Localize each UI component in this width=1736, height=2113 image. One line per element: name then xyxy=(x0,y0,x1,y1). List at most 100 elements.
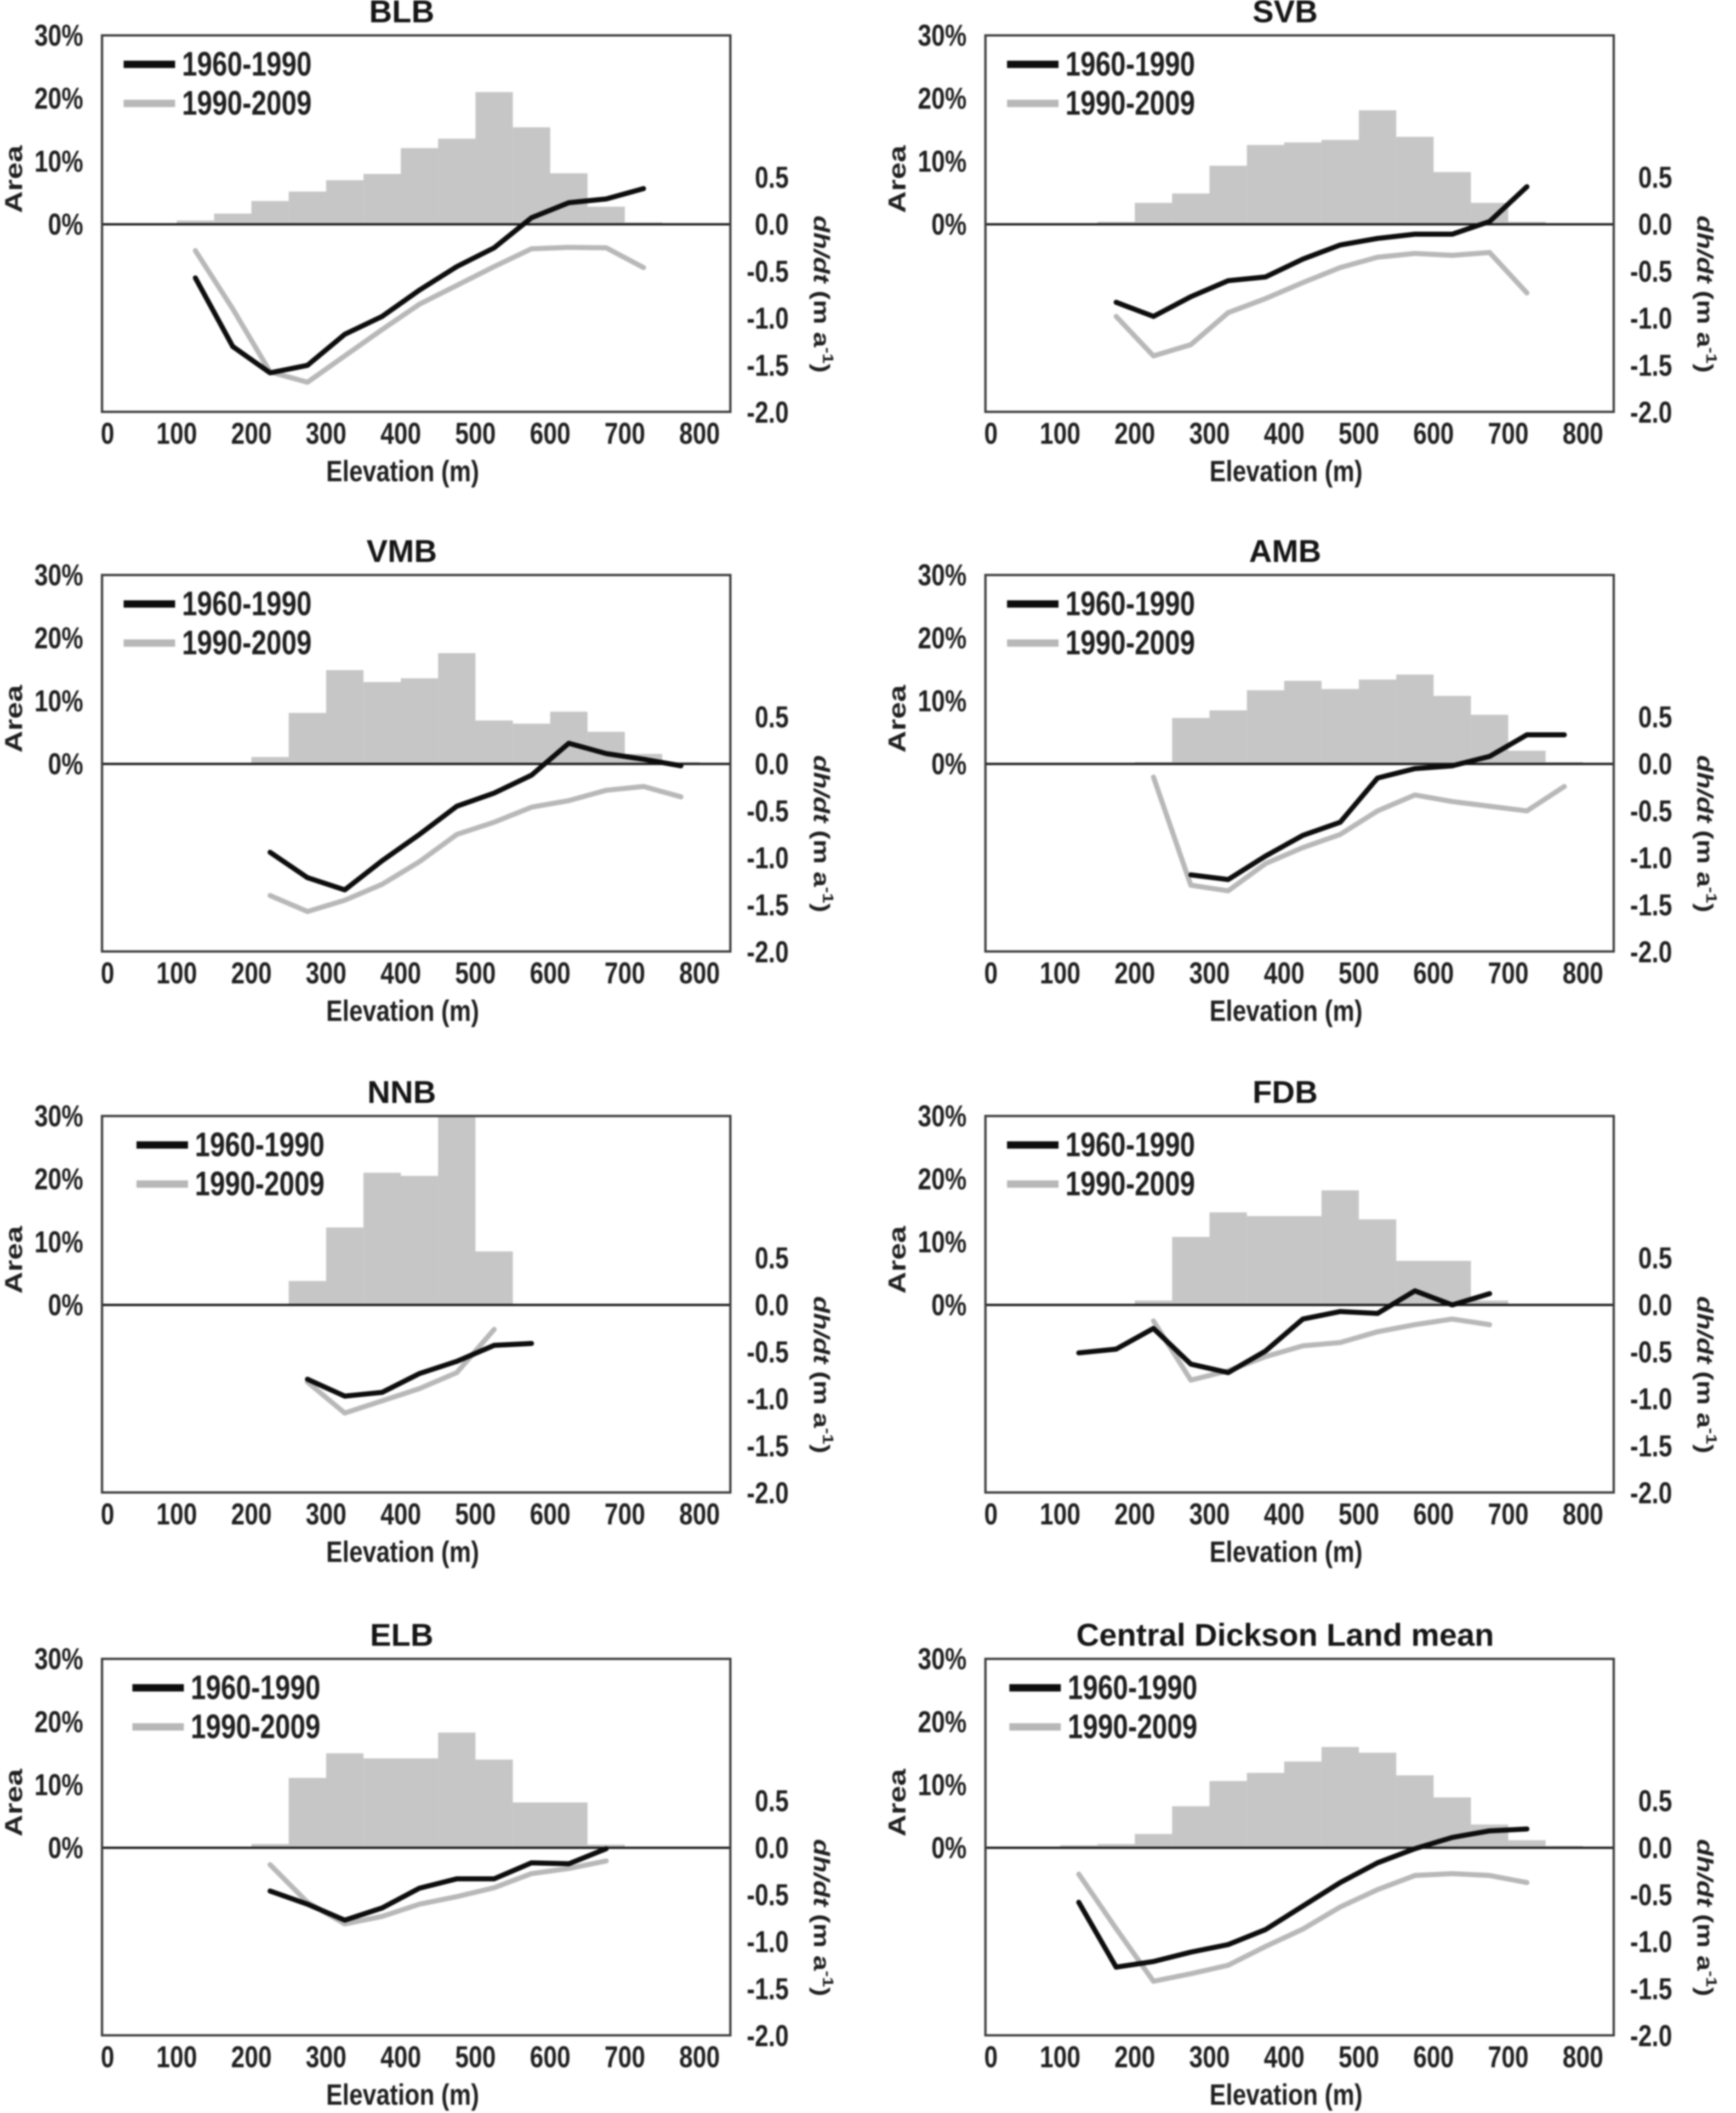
svg-text:500: 500 xyxy=(1338,1497,1379,1531)
svg-text:-1.5: -1.5 xyxy=(1630,1972,1672,2006)
svg-text:10%: 10% xyxy=(34,1225,83,1259)
svg-text:SVB: SVB xyxy=(1252,0,1318,29)
svg-text:20%: 20% xyxy=(918,81,967,115)
svg-text:800: 800 xyxy=(679,416,720,450)
svg-text:0.0: 0.0 xyxy=(755,1288,789,1322)
svg-text:Area: Area xyxy=(0,145,27,213)
svg-text:800: 800 xyxy=(679,2040,720,2074)
svg-text:300: 300 xyxy=(1189,956,1229,990)
svg-text:100: 100 xyxy=(1040,956,1080,990)
svg-text:-0.5: -0.5 xyxy=(1630,1335,1672,1369)
svg-text:dh/dt (m a-1): dh/dt (m a-1) xyxy=(809,216,837,373)
svg-text:0: 0 xyxy=(984,1497,997,1531)
svg-text:Elevation (m): Elevation (m) xyxy=(1210,995,1363,1028)
svg-text:0.0: 0.0 xyxy=(755,207,789,241)
svg-text:Elevation (m): Elevation (m) xyxy=(326,456,479,488)
svg-text:Area: Area xyxy=(883,145,911,213)
svg-text:1960-1990: 1960-1990 xyxy=(1065,46,1195,83)
svg-text:-1.0: -1.0 xyxy=(747,841,789,875)
svg-text:-2.0: -2.0 xyxy=(747,1476,789,1510)
svg-text:0.5: 0.5 xyxy=(755,700,789,734)
svg-text:500: 500 xyxy=(455,416,495,450)
svg-text:-0.5: -0.5 xyxy=(1630,1878,1672,1912)
svg-text:-0.5: -0.5 xyxy=(1630,254,1672,288)
svg-text:Elevation (m): Elevation (m) xyxy=(326,2079,479,2111)
svg-text:0.0: 0.0 xyxy=(755,747,789,781)
svg-text:0%: 0% xyxy=(48,207,83,241)
svg-text:30%: 30% xyxy=(34,1642,83,1676)
svg-text:600: 600 xyxy=(1413,956,1454,990)
svg-text:20%: 20% xyxy=(918,1162,967,1196)
svg-text:20%: 20% xyxy=(918,1705,967,1739)
svg-text:0.5: 0.5 xyxy=(1638,700,1672,734)
svg-text:0: 0 xyxy=(984,956,997,990)
svg-text:1990-2009: 1990-2009 xyxy=(182,85,312,122)
svg-text:Elevation (m): Elevation (m) xyxy=(1210,2079,1363,2111)
svg-text:-0.5: -0.5 xyxy=(747,1335,789,1369)
svg-text:600: 600 xyxy=(530,1497,570,1531)
svg-text:600: 600 xyxy=(530,2040,570,2074)
svg-text:AMB: AMB xyxy=(1249,534,1321,569)
svg-text:1960-1990: 1960-1990 xyxy=(1065,1126,1195,1164)
svg-text:700: 700 xyxy=(604,1497,645,1531)
svg-text:100: 100 xyxy=(1040,1497,1080,1531)
svg-text:1990-2009: 1990-2009 xyxy=(195,1165,324,1203)
svg-text:Elevation (m): Elevation (m) xyxy=(1210,1536,1363,1569)
svg-text:1990-2009: 1990-2009 xyxy=(1068,1708,1197,1746)
svg-text:-1.0: -1.0 xyxy=(1630,1925,1672,1959)
svg-text:1960-1990: 1960-1990 xyxy=(195,1126,324,1164)
svg-text:300: 300 xyxy=(306,2040,346,2074)
svg-text:800: 800 xyxy=(1563,1497,1603,1531)
svg-text:-1.5: -1.5 xyxy=(747,348,789,382)
svg-text:-1.5: -1.5 xyxy=(747,1429,789,1463)
svg-text:VMB: VMB xyxy=(366,534,437,569)
svg-text:0: 0 xyxy=(101,1497,114,1531)
svg-text:200: 200 xyxy=(231,956,272,990)
svg-text:dh/dt (m a-1): dh/dt (m a-1) xyxy=(809,1839,837,1996)
svg-text:400: 400 xyxy=(1264,416,1304,450)
svg-text:300: 300 xyxy=(1189,1497,1229,1531)
svg-text:Area: Area xyxy=(0,1769,27,1837)
svg-text:0.0: 0.0 xyxy=(1638,207,1672,241)
svg-text:Area: Area xyxy=(0,1226,27,1294)
svg-text:10%: 10% xyxy=(34,1768,83,1802)
svg-text:400: 400 xyxy=(381,416,421,450)
svg-text:-1.5: -1.5 xyxy=(1630,348,1672,382)
svg-text:-2.0: -2.0 xyxy=(747,935,789,969)
svg-text:300: 300 xyxy=(1189,2040,1229,2074)
svg-text:200: 200 xyxy=(1115,2040,1155,2074)
svg-text:800: 800 xyxy=(679,956,720,990)
svg-text:30%: 30% xyxy=(918,18,967,52)
svg-text:-1.0: -1.0 xyxy=(747,302,789,336)
svg-text:-1.5: -1.5 xyxy=(747,1972,789,2006)
svg-text:dh/dt (m a-1): dh/dt (m a-1) xyxy=(1693,1839,1720,1996)
svg-text:500: 500 xyxy=(455,2040,495,2074)
svg-text:700: 700 xyxy=(1488,956,1528,990)
svg-text:400: 400 xyxy=(1264,956,1304,990)
svg-text:-1.5: -1.5 xyxy=(1630,1429,1672,1463)
svg-text:500: 500 xyxy=(1338,416,1379,450)
svg-text:800: 800 xyxy=(679,1497,720,1531)
svg-text:500: 500 xyxy=(455,956,495,990)
svg-text:-0.5: -0.5 xyxy=(747,794,789,828)
svg-text:-2.0: -2.0 xyxy=(1630,2019,1672,2053)
svg-text:1960-1990: 1960-1990 xyxy=(1065,585,1195,623)
svg-text:0: 0 xyxy=(101,2040,114,2074)
svg-text:700: 700 xyxy=(1488,2040,1528,2074)
svg-text:1960-1990: 1960-1990 xyxy=(182,46,312,83)
svg-text:200: 200 xyxy=(231,416,272,450)
svg-text:600: 600 xyxy=(1413,1497,1454,1531)
svg-text:-1.5: -1.5 xyxy=(1630,888,1672,922)
svg-text:0%: 0% xyxy=(931,1288,967,1322)
svg-text:30%: 30% xyxy=(34,1099,83,1133)
svg-text:200: 200 xyxy=(231,1497,272,1531)
svg-text:0.5: 0.5 xyxy=(1638,1784,1672,1818)
svg-text:0: 0 xyxy=(101,956,114,990)
svg-text:dh/dt (m a-1): dh/dt (m a-1) xyxy=(1693,216,1720,373)
svg-text:0.5: 0.5 xyxy=(755,1784,789,1818)
svg-text:-2.0: -2.0 xyxy=(1630,395,1672,429)
svg-text:400: 400 xyxy=(381,1497,421,1531)
svg-text:10%: 10% xyxy=(918,1768,967,1802)
svg-text:400: 400 xyxy=(381,2040,421,2074)
svg-text:dh/dt (m a-1): dh/dt (m a-1) xyxy=(809,1296,837,1453)
